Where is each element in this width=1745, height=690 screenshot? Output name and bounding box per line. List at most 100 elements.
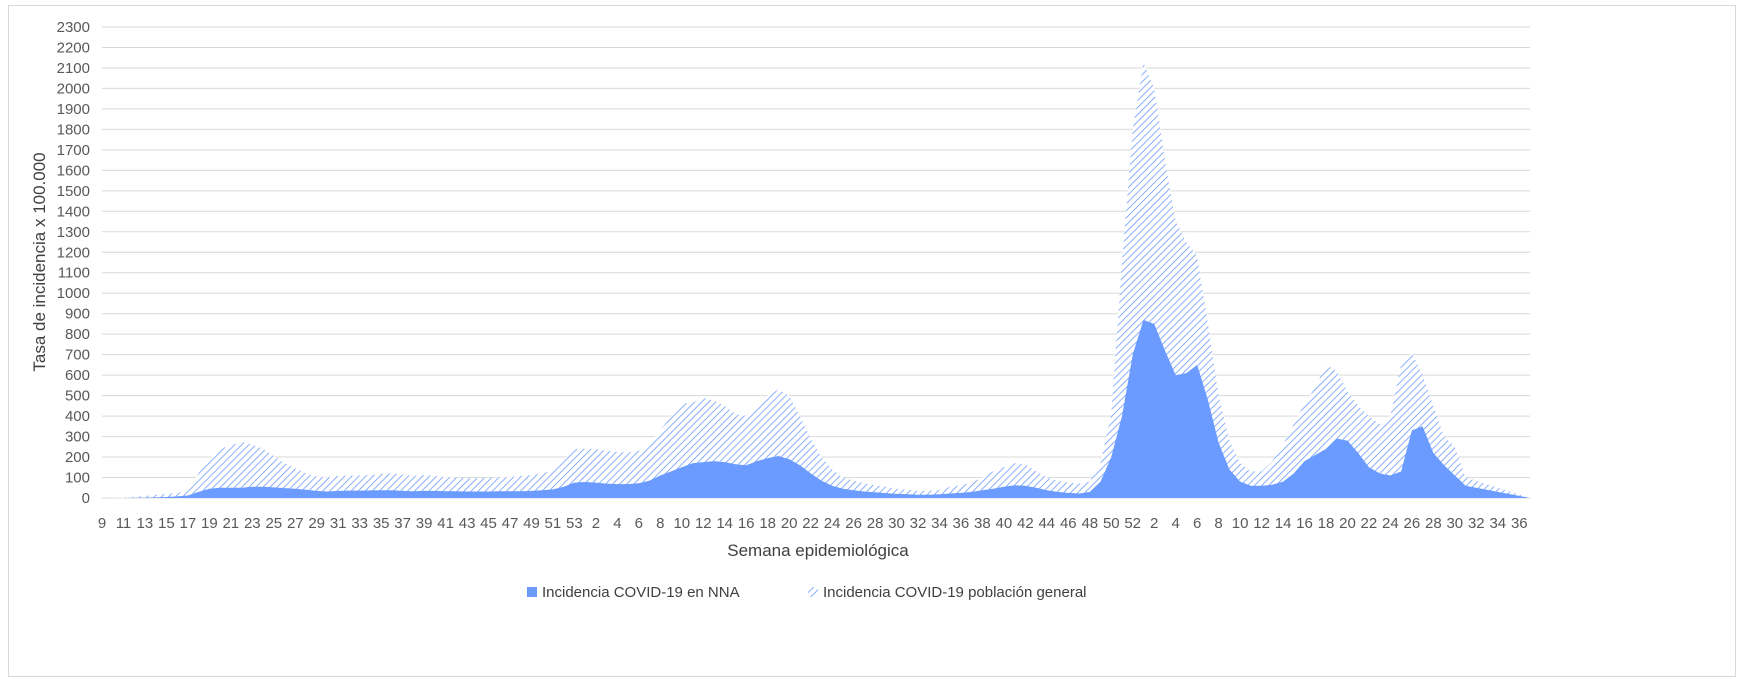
x-tick-label: 6 — [1193, 515, 1201, 532]
x-tick-label: 47 — [502, 515, 519, 532]
legend: Incidencia COVID-19 en NNA Incidencia CO… — [527, 584, 1087, 601]
y-tick-label: 1700 — [57, 142, 90, 159]
y-tick-label: 500 — [65, 388, 90, 405]
data-areas — [102, 62, 1530, 499]
x-tick-label: 41 — [437, 515, 454, 532]
x-tick-label: 2 — [1150, 515, 1158, 532]
y-tick-label: 400 — [65, 408, 90, 425]
x-tick-label: 17 — [180, 515, 197, 532]
y-tick-label: 1600 — [57, 162, 90, 179]
x-tick-label: 12 — [695, 515, 712, 532]
x-tick-label: 16 — [1296, 515, 1313, 532]
x-tick-label: 4 — [613, 515, 621, 532]
x-tick-label: 44 — [1038, 515, 1055, 532]
y-axis-ticks: 0 100 200 300 400 500 600 700 800 900 1000 1100 1200… — [57, 19, 90, 507]
x-tick-label: 48 — [1081, 515, 1098, 532]
x-tick-label: 18 — [1318, 515, 1335, 532]
x-tick-label: 38 — [974, 515, 991, 532]
series-area-nna — [102, 319, 1530, 498]
x-tick-label: 53 — [566, 515, 583, 532]
x-tick-label: 34 — [1489, 515, 1506, 532]
x-tick-label: 49 — [523, 515, 540, 532]
y-tick-label: 1200 — [57, 244, 90, 261]
x-tick-label: 12 — [1253, 515, 1270, 532]
y-tick-label: 1000 — [57, 285, 90, 302]
x-tick-label: 22 — [1361, 515, 1378, 532]
x-tick-label: 28 — [867, 515, 884, 532]
x-tick-label: 18 — [759, 515, 776, 532]
chart-frame — [8, 5, 1736, 677]
legend-label-nna: Incidencia COVID-19 en NNA — [542, 584, 740, 601]
x-tick-label: 28 — [1425, 515, 1442, 532]
y-tick-label: 1800 — [57, 121, 90, 138]
x-tick-label: 9 — [98, 515, 106, 532]
y-tick-label: 1300 — [57, 224, 90, 241]
x-tick-label: 26 — [845, 515, 862, 532]
x-tick-label: 24 — [1382, 515, 1399, 532]
x-tick-label: 10 — [673, 515, 690, 532]
x-tick-label: 33 — [351, 515, 368, 532]
y-tick-label: 200 — [65, 449, 90, 466]
x-tick-label: 27 — [287, 515, 304, 532]
x-tick-label: 22 — [802, 515, 819, 532]
x-tick-label: 32 — [1468, 515, 1485, 532]
x-tick-label: 24 — [824, 515, 841, 532]
y-tick-label: 1100 — [58, 265, 90, 282]
x-tick-label: 42 — [1017, 515, 1034, 532]
x-tick-label: 30 — [888, 515, 905, 532]
x-tick-label: 31 — [330, 515, 347, 532]
x-tick-label: 16 — [738, 515, 755, 532]
x-tick-label: 20 — [1339, 515, 1356, 532]
y-tick-label: 700 — [65, 347, 90, 364]
x-tick-label: 40 — [996, 515, 1013, 532]
x-tick-label: 39 — [416, 515, 433, 532]
x-tick-label: 14 — [1275, 515, 1292, 532]
x-tick-label: 15 — [158, 515, 175, 532]
x-tick-label: 10 — [1232, 515, 1249, 532]
y-axis-title: Tasa de incidencia x 100.000 — [30, 152, 49, 371]
x-tick-label: 52 — [1124, 515, 1141, 532]
y-tick-label: 1400 — [57, 203, 90, 220]
x-tick-label: 20 — [781, 515, 798, 532]
y-tick-label: 1500 — [57, 183, 90, 200]
x-tick-label: 37 — [394, 515, 411, 532]
x-tick-label: 8 — [656, 515, 664, 532]
y-tick-label: 300 — [65, 429, 90, 446]
x-tick-label: 43 — [459, 515, 476, 532]
x-tick-label: 8 — [1214, 515, 1222, 532]
x-tick-label: 32 — [910, 515, 927, 532]
x-tick-label: 21 — [222, 515, 239, 532]
x-tick-label: 36 — [953, 515, 970, 532]
legend-swatch-nna — [527, 587, 537, 597]
x-tick-label: 26 — [1404, 515, 1421, 532]
x-tick-label: 6 — [635, 515, 643, 532]
y-tick-label: 2300 — [57, 19, 90, 36]
x-tick-label: 50 — [1103, 515, 1120, 532]
legend-swatch-general — [808, 587, 818, 597]
x-tick-label: 46 — [1060, 515, 1077, 532]
x-tick-label: 4 — [1172, 515, 1180, 532]
x-tick-label: 13 — [137, 515, 154, 532]
series-area-general — [102, 62, 1530, 499]
x-tick-label: 11 — [116, 515, 132, 532]
y-tick-label: 800 — [65, 326, 90, 343]
x-tick-label: 51 — [545, 515, 562, 532]
x-tick-label: 36 — [1511, 515, 1528, 532]
x-tick-label: 19 — [201, 515, 218, 532]
x-tick-label: 14 — [716, 515, 733, 532]
x-axis-ticks: 9 11 13 15 17 19 21 23 25 27 29 31 33 35 37 39 41 43 45 47 4… — [98, 515, 1528, 532]
x-tick-label: 23 — [244, 515, 261, 532]
y-tick-label: 1900 — [57, 101, 90, 118]
legend-label-general: Incidencia COVID-19 población general — [823, 584, 1087, 601]
x-tick-label: 35 — [373, 515, 390, 532]
y-tick-label: 100 — [65, 470, 90, 487]
y-tick-label: 2100 — [57, 60, 90, 77]
y-tick-label: 2200 — [57, 39, 90, 56]
y-tick-label: 2000 — [57, 80, 90, 97]
x-tick-label: 2 — [592, 515, 600, 532]
x-tick-label: 45 — [480, 515, 497, 532]
x-tick-label: 34 — [931, 515, 948, 532]
x-tick-label: 25 — [265, 515, 282, 532]
y-tick-label: 600 — [65, 367, 90, 384]
